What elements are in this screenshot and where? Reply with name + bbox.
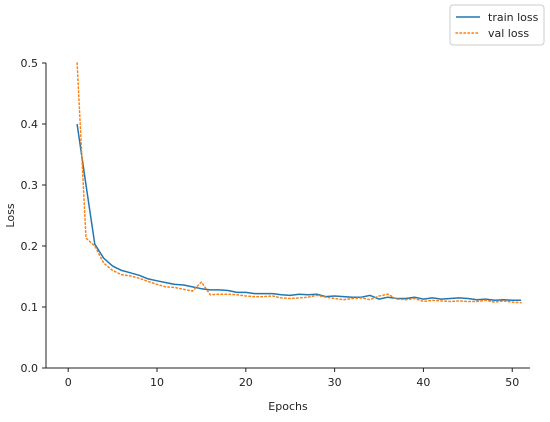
legend: train loss val loss	[449, 4, 545, 46]
legend-label-train-loss: train loss	[488, 11, 539, 24]
x-tick-label: 50	[505, 376, 519, 389]
y-tick-label: 0.1	[21, 301, 39, 314]
legend-box	[449, 4, 545, 46]
y-axis-label: Loss	[4, 203, 17, 227]
val-loss-line	[76, 62, 522, 304]
train-loss-line	[76, 123, 522, 302]
series-group	[76, 62, 522, 304]
y-ticks: 0.0 0.1 0.2 0.3 0.4 0.5	[21, 57, 46, 375]
x-ticks: 0 10 20 30 40 50	[65, 368, 519, 389]
y-tick-label: 0.2	[21, 240, 39, 253]
y-tick-label: 0.0	[21, 362, 39, 375]
axes: 0.0 0.1 0.2 0.3 0.4 0.5 0 10 20 30 40 50	[21, 57, 530, 389]
x-tick-label: 30	[328, 376, 342, 389]
x-tick-label: 40	[416, 376, 430, 389]
x-axis-label: Epochs	[268, 400, 308, 413]
y-tick-label: 0.3	[21, 179, 39, 192]
y-tick-label: 0.4	[21, 118, 39, 131]
legend-label-val-loss: val loss	[488, 27, 529, 40]
x-tick-label: 10	[150, 376, 164, 389]
x-tick-label: 20	[239, 376, 253, 389]
y-tick-label: 0.5	[21, 57, 39, 70]
x-tick-label: 0	[65, 376, 72, 389]
